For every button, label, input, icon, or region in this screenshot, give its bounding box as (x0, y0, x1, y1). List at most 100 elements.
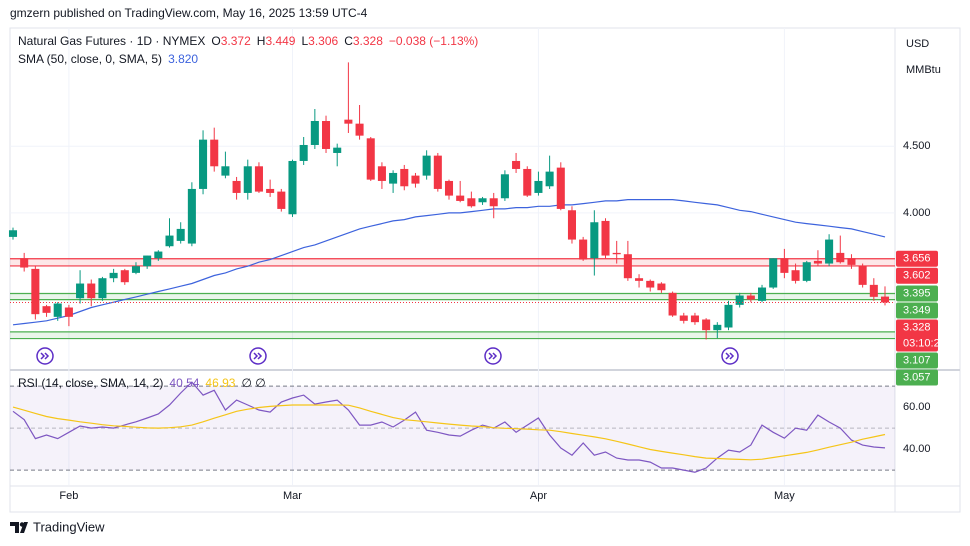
price-label: 3.349 (903, 304, 931, 316)
x-tick-label: Feb (59, 490, 78, 502)
rsi-name: RSI (14, close, SMA, 14, 2) (18, 376, 163, 390)
zone (10, 331, 895, 339)
candle-body (534, 180, 543, 193)
candle-body (288, 160, 297, 215)
event-icon[interactable] (249, 347, 267, 365)
ohlc-value: 3.449 (265, 34, 295, 48)
candle-body (668, 292, 677, 316)
candle-body (389, 172, 398, 184)
candle-body (769, 258, 778, 288)
candle-body (154, 251, 163, 259)
candle-body (322, 120, 331, 149)
candle-body (813, 260, 822, 264)
rsi-line (12, 381, 886, 473)
candle-body (523, 168, 532, 196)
candle-body (366, 138, 375, 180)
candle-body (612, 252, 621, 255)
candle-body (869, 284, 878, 297)
event-icon[interactable] (721, 347, 739, 365)
candle-body (444, 180, 454, 196)
rsi-extra: ∅ ∅ (241, 376, 265, 390)
candle-body (858, 266, 867, 285)
rsi-value: 46.93 (205, 376, 235, 390)
candle-body (556, 167, 565, 209)
candle-body (176, 228, 185, 241)
legend-main: Natural Gas Futures · 1D · NYMEX O3.372 H3… (18, 34, 478, 48)
ohlc-letter: C (344, 34, 353, 48)
unit: MMBtu (906, 64, 941, 76)
candle-body (623, 254, 632, 279)
candle-body (847, 258, 856, 265)
candle-body (467, 198, 476, 207)
candle-body (746, 295, 755, 300)
candle-body (724, 304, 733, 328)
candle-body (143, 255, 152, 267)
zone (10, 258, 895, 266)
price-label-bg (896, 250, 938, 267)
candle-body (489, 198, 498, 207)
candle-body (590, 222, 599, 259)
candle-body (478, 198, 487, 203)
candle-body (422, 155, 431, 176)
price-label: 03:10:28 (903, 337, 946, 349)
publish-header: gmzern published on TradingView.com, May… (10, 6, 368, 20)
candle-body (64, 307, 73, 317)
candle-body (802, 262, 811, 281)
candle-body (232, 180, 241, 193)
price-label-bg (896, 369, 938, 386)
candle-body (791, 270, 800, 281)
ohlc-letter: H (257, 34, 266, 48)
candle-body (210, 139, 219, 167)
event-icons (36, 347, 739, 365)
candle-body (344, 119, 353, 124)
price-label: 3.328 (903, 321, 931, 333)
ohlc-letter: L (301, 34, 308, 48)
ohlc-value: 3.306 (308, 34, 338, 48)
symbol: Natural Gas Futures · 1D · NYMEX (18, 34, 205, 48)
price-label: 3.107 (903, 354, 931, 366)
candle-body (601, 220, 610, 256)
legend-sma: SMA (50, close, 0, SMA, 5) 3.820 (18, 52, 198, 66)
candle-body (512, 160, 521, 169)
candle-body (456, 195, 465, 201)
candle-body (433, 155, 442, 189)
candle-body (53, 303, 62, 317)
chart-frame (9, 27, 961, 513)
candle-body (31, 268, 40, 315)
event-icon[interactable] (36, 347, 54, 365)
candle-body (355, 123, 364, 136)
currency: USD (906, 38, 929, 50)
ohlc-value: 3.372 (221, 34, 251, 48)
candle-body (545, 171, 554, 187)
candle-body (221, 166, 230, 176)
x-tick-label: May (774, 490, 795, 502)
candle-body (713, 324, 722, 331)
candle-body (266, 188, 275, 193)
sma-value: 3.820 (168, 52, 198, 66)
price-label: 3.395 (903, 287, 931, 299)
sma-line (12, 199, 886, 326)
zone (10, 293, 895, 300)
candle-body (254, 166, 263, 192)
price-label-bg (896, 267, 938, 284)
candle-body (579, 239, 588, 260)
sma-name: SMA (50, close, 0, SMA, 5) (18, 52, 162, 66)
price-label: 3.656 (903, 253, 931, 265)
ohlc-value: 3.328 (353, 34, 383, 48)
candle-body (299, 144, 308, 161)
price-label: 3.602 (903, 270, 931, 282)
candle-body (657, 283, 666, 291)
price-label-bg (896, 285, 938, 302)
candle-body (567, 210, 576, 240)
x-tick-label: Apr (530, 490, 547, 502)
candle-body (836, 252, 845, 263)
candle-body (8, 230, 18, 237)
candle-body (500, 174, 509, 199)
ohlc-letter: O (211, 34, 220, 48)
candle-body (400, 168, 409, 187)
candle-body (98, 278, 107, 299)
candle-body (758, 287, 767, 301)
y-tick-label: 40.00 (903, 443, 931, 455)
event-icon[interactable] (484, 347, 502, 365)
x-tick-label: Mar (283, 490, 302, 502)
